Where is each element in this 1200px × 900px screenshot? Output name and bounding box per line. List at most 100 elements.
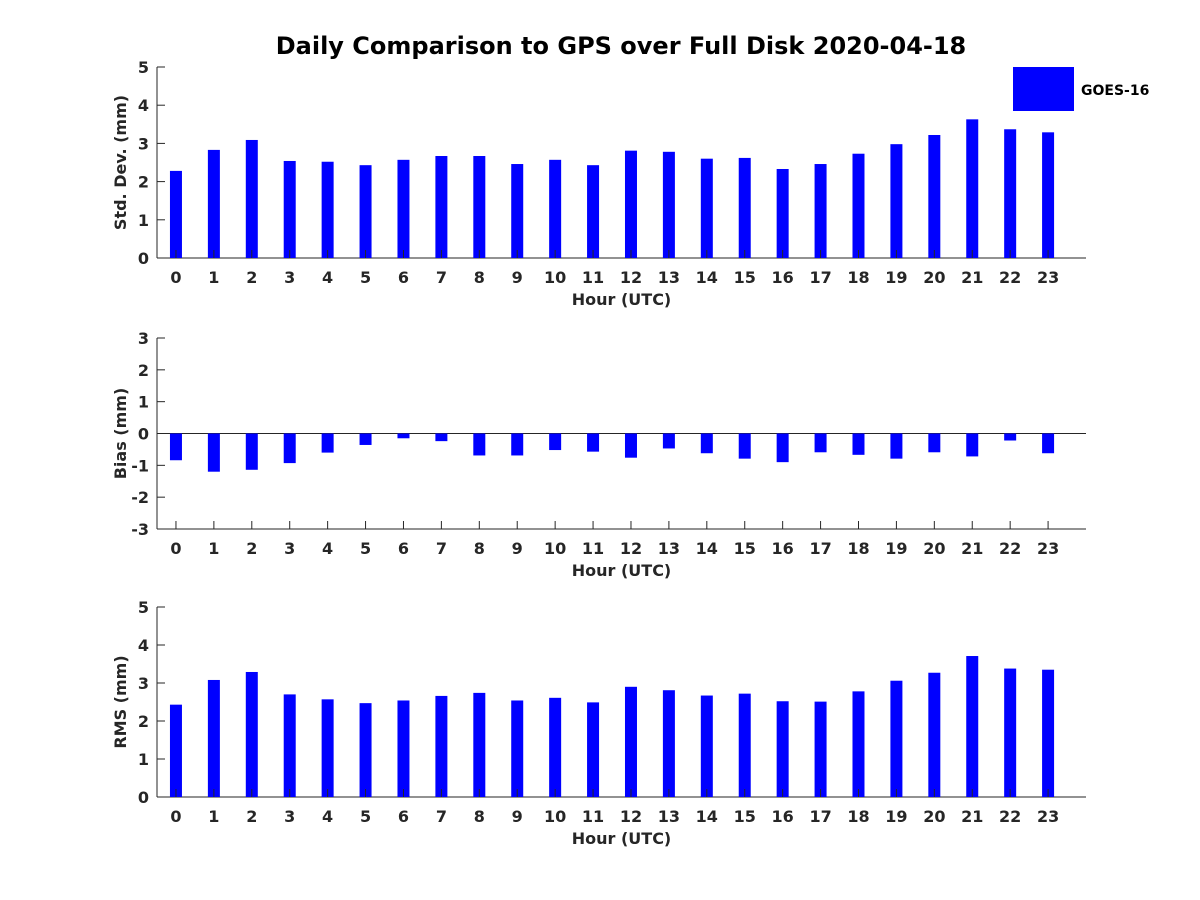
bar: [169, 170, 182, 258]
x-tick-label: 5: [360, 807, 371, 826]
x-tick-label: 0: [170, 268, 181, 287]
bar: [207, 433, 220, 472]
y-tick-label: -2: [131, 488, 149, 507]
bar: [207, 149, 220, 258]
y-tick-label: 1: [138, 393, 149, 412]
x-tick-label: 12: [620, 268, 642, 287]
bar: [1004, 433, 1017, 441]
bar: [321, 161, 334, 258]
bar: [359, 433, 372, 445]
bar: [435, 433, 448, 442]
bar: [852, 691, 865, 797]
x-tick-label: 22: [999, 539, 1021, 558]
bar: [738, 433, 751, 459]
bar: [511, 433, 524, 456]
x-tick-label: 8: [474, 539, 485, 558]
x-tick-label: 4: [322, 807, 333, 826]
x-tick-label: 14: [696, 268, 718, 287]
x-tick-label: 19: [885, 539, 907, 558]
bar: [549, 433, 562, 451]
bar: [814, 433, 827, 453]
bar: [473, 433, 486, 456]
bar: [928, 134, 941, 258]
x-tick-label: 13: [658, 807, 680, 826]
x-axis-label: Hour (UTC): [572, 561, 672, 580]
x-tick-label: 12: [620, 807, 642, 826]
y-tick-label: 2: [138, 173, 149, 192]
bar: [397, 159, 410, 258]
y-axis-label: RMS (mm): [111, 655, 130, 748]
bar: [852, 153, 865, 258]
bar: [473, 156, 486, 258]
y-axis-label: Std. Dev. (mm): [111, 95, 130, 230]
x-tick-label: 3: [284, 268, 295, 287]
x-tick-label: 2: [246, 268, 257, 287]
x-tick-label: 23: [1037, 268, 1059, 287]
bar: [359, 703, 372, 797]
bar: [662, 690, 675, 797]
bar: [1042, 433, 1055, 454]
x-tick-label: 16: [772, 539, 794, 558]
x-tick-label: 19: [885, 268, 907, 287]
bar: [814, 701, 827, 797]
x-tick-label: 23: [1037, 539, 1059, 558]
x-tick-label: 16: [772, 807, 794, 826]
x-tick-label: 1: [208, 539, 219, 558]
bar: [928, 433, 941, 453]
bar: [321, 433, 334, 453]
y-axis-label: Bias (mm): [111, 388, 130, 480]
bar: [700, 158, 713, 258]
x-tick-label: 4: [322, 539, 333, 558]
x-tick-label: 6: [398, 539, 409, 558]
y-tick-label: 1: [138, 750, 149, 769]
x-tick-label: 9: [512, 807, 523, 826]
x-tick-label: 22: [999, 268, 1021, 287]
x-tick-label: 15: [734, 539, 756, 558]
x-tick-label: 17: [809, 268, 831, 287]
x-tick-label: 13: [658, 539, 680, 558]
bar: [397, 433, 410, 439]
x-tick-label: 5: [360, 539, 371, 558]
x-tick-label: 7: [436, 539, 447, 558]
bar: [890, 433, 903, 459]
x-tick-label: 14: [696, 539, 718, 558]
bar: [966, 119, 979, 258]
bar: [624, 150, 637, 258]
bar: [700, 695, 713, 797]
x-tick-label: 10: [544, 539, 566, 558]
bar: [738, 157, 751, 258]
y-tick-label: 2: [138, 712, 149, 731]
x-tick-label: 12: [620, 539, 642, 558]
x-tick-label: 11: [582, 807, 604, 826]
bar: [966, 656, 979, 797]
bar: [359, 165, 372, 258]
bar: [966, 433, 979, 457]
bar: [321, 699, 334, 797]
bar: [928, 672, 941, 797]
x-tick-label: 18: [847, 807, 869, 826]
x-tick-label: 3: [284, 807, 295, 826]
y-tick-label: -1: [131, 456, 149, 475]
bar: [283, 433, 296, 464]
bar: [207, 679, 220, 797]
x-tick-label: 17: [809, 539, 831, 558]
x-tick-label: 13: [658, 268, 680, 287]
bar: [776, 701, 789, 797]
x-tick-label: 8: [474, 807, 485, 826]
x-tick-label: 11: [582, 268, 604, 287]
y-tick-label: 4: [138, 636, 149, 655]
bar: [587, 702, 600, 797]
y-tick-label: 4: [138, 96, 149, 115]
y-tick-label: 0: [138, 788, 149, 807]
bar: [397, 700, 410, 797]
x-tick-label: 0: [170, 807, 181, 826]
x-tick-label: 5: [360, 268, 371, 287]
bar: [283, 694, 296, 797]
bar: [473, 692, 486, 797]
bar: [814, 164, 827, 258]
x-tick-label: 7: [436, 268, 447, 287]
x-tick-label: 10: [544, 268, 566, 287]
x-tick-label: 18: [847, 268, 869, 287]
bar: [587, 433, 600, 452]
